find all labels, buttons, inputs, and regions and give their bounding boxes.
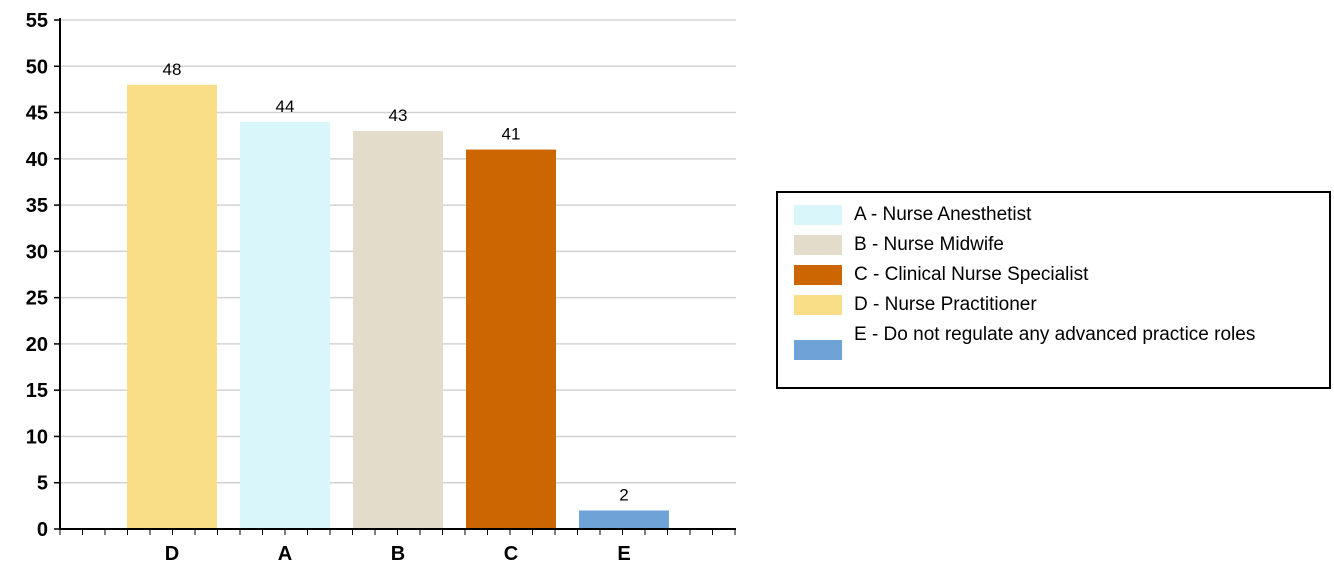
bar-c — [466, 149, 556, 529]
bar-b — [353, 131, 443, 529]
y-tick-label: 0 — [37, 519, 48, 541]
legend-label-d: D - Nurse Practitioner — [854, 294, 1037, 315]
data-label-e: 2 — [619, 485, 628, 504]
legend-swatch-e — [794, 340, 842, 360]
bars — [127, 84, 669, 530]
legend-label-e: E - Do not regulate any advanced practic… — [854, 324, 1256, 345]
axes: 0 5 10 15 20 25 30 35 40 45 50 55 D A B C E — [26, 10, 736, 565]
y-tick-label: 10 — [26, 426, 48, 448]
y-tick-label: 45 — [26, 103, 48, 125]
bar-a — [240, 121, 330, 530]
legend-item-e: E - Do not regulate any advanced practic… — [794, 324, 1314, 360]
y-tick-label: 40 — [26, 149, 48, 171]
y-tick-label: 30 — [26, 241, 48, 263]
legend-swatch-d — [794, 295, 842, 315]
legend-item-a: A - Nurse Anesthetist — [794, 204, 1314, 226]
legend-swatch-c — [794, 265, 842, 285]
x-tick-label-d: D — [165, 543, 179, 565]
legend-item-d: D - Nurse Practitioner — [794, 294, 1314, 316]
data-label-d: 48 — [163, 60, 182, 79]
bar-e — [579, 510, 669, 529]
legend-item-b: B - Nurse Midwife — [794, 234, 1314, 256]
bar-d — [127, 84, 217, 530]
legend: A - Nurse Anesthetist B - Nurse Midwife … — [776, 191, 1331, 389]
legend-label-c: C - Clinical Nurse Specialist — [854, 264, 1089, 285]
legend-item-c: C - Clinical Nurse Specialist — [794, 264, 1314, 286]
y-tick-label: 55 — [26, 10, 48, 32]
y-tick-label: 20 — [26, 334, 48, 356]
x-tick-label-b: B — [391, 543, 405, 565]
y-tick-label: 15 — [26, 380, 48, 402]
x-tick-label-a: A — [278, 543, 292, 565]
data-label-c: 41 — [502, 125, 521, 144]
legend-swatch-a — [794, 205, 842, 225]
x-tick-label-e: E — [617, 543, 630, 565]
data-label-a: 44 — [276, 97, 295, 116]
y-tick-label: 35 — [26, 195, 48, 217]
data-label-b: 43 — [389, 106, 408, 125]
data-labels: 48 44 43 41 2 — [163, 60, 629, 505]
legend-label-b: B - Nurse Midwife — [854, 234, 1004, 255]
legend-label-a: A - Nurse Anesthetist — [854, 204, 1032, 225]
x-tick-label-c: C — [504, 543, 518, 565]
legend-swatch-b — [794, 235, 842, 255]
bar-chart: 48 44 43 41 2 0 5 10 15 20 25 30 35 40 45 50 55 D A B C E — [26, 10, 736, 565]
y-tick-label: 25 — [26, 288, 48, 310]
y-tick-label: 5 — [37, 473, 48, 495]
y-tick-label: 50 — [26, 56, 48, 78]
